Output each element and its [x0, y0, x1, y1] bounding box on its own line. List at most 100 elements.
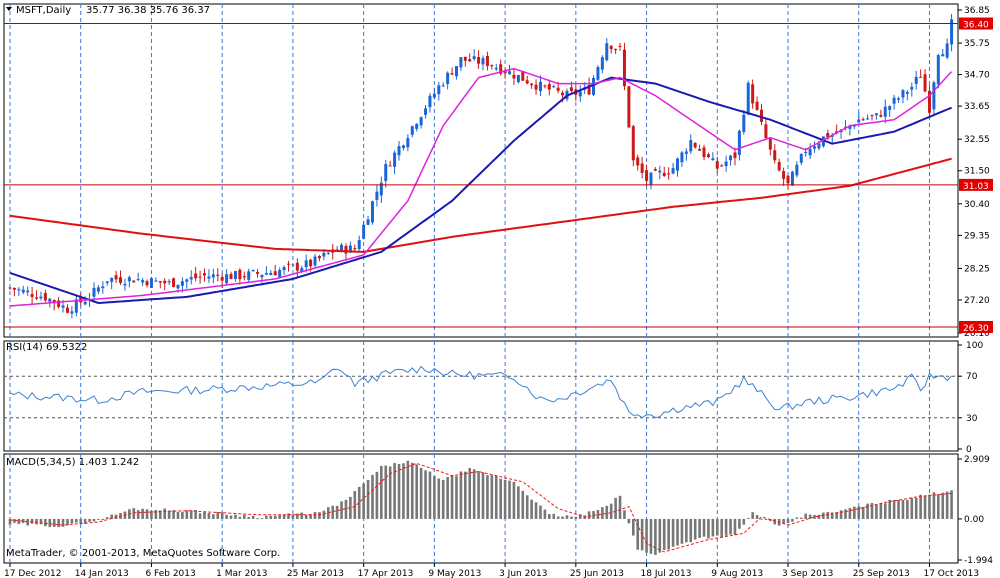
- candle-down: [172, 278, 176, 287]
- macd-bar: [901, 500, 905, 519]
- candle-up: [888, 106, 892, 110]
- rsi-title: RSI(14) 69.5322: [6, 342, 87, 353]
- candle-up: [936, 55, 940, 85]
- macd-bar: [212, 514, 215, 519]
- macd-bar: [605, 505, 609, 519]
- macd-bar: [402, 463, 405, 519]
- candle-down: [256, 271, 260, 274]
- macd-bar: [627, 518, 631, 524]
- macd-bar: [609, 503, 613, 519]
- x-tick-label: 3 Jun 2013: [499, 569, 547, 578]
- macd-bar: [751, 512, 754, 519]
- candle-down: [344, 245, 348, 254]
- macd-bar: [322, 510, 326, 519]
- candle-up: [795, 164, 799, 176]
- macd-bar: [313, 512, 317, 519]
- macd-bar: [932, 492, 936, 519]
- macd-bar: [835, 512, 838, 519]
- macd-bar: [826, 511, 830, 519]
- candle-up: [335, 249, 339, 251]
- candle-down: [561, 92, 565, 96]
- candle-up: [932, 82, 936, 110]
- candle-down: [693, 142, 697, 148]
- macd-bar: [132, 508, 136, 519]
- candle-down: [698, 149, 702, 151]
- macd-title: MACD(5,34,5) 1.403 1.242: [6, 457, 139, 468]
- macd-bar: [234, 514, 237, 519]
- level-label-bg: [959, 320, 993, 333]
- time-axis: 17 Dec 2012 14 Jan 2013 6 Feb 2013 1 Mar 20…: [4, 563, 979, 578]
- candle-down: [569, 87, 573, 91]
- macd-bar: [556, 516, 560, 519]
- candle-up: [180, 281, 184, 286]
- macd-bar: [773, 518, 777, 525]
- macd-bar: [490, 475, 494, 519]
- macd-bar: [813, 514, 816, 519]
- macd-bar: [883, 503, 887, 519]
- candle-up: [247, 271, 251, 280]
- candle-down: [114, 275, 118, 280]
- macd-bar: [198, 513, 202, 519]
- candle-up: [101, 286, 105, 289]
- macd-bar: [853, 506, 856, 519]
- macd-bar: [618, 495, 622, 519]
- candle-up: [357, 239, 361, 250]
- candle-up: [790, 171, 794, 186]
- macd-bar: [424, 470, 427, 519]
- candle-down: [273, 271, 277, 276]
- candle-up: [866, 118, 870, 120]
- candle-up: [304, 260, 308, 268]
- macd-bar: [101, 518, 105, 520]
- macd-bar: [941, 492, 945, 519]
- macd-bar: [857, 506, 861, 519]
- macd-bar: [499, 478, 502, 519]
- macd-bar: [21, 518, 25, 524]
- candle-up: [950, 19, 954, 45]
- macd-bar: [631, 518, 635, 536]
- macd-bar: [150, 510, 153, 519]
- candle-up: [600, 57, 604, 70]
- macd-bar: [945, 491, 949, 519]
- macd-bar: [291, 514, 295, 519]
- candle-up: [680, 152, 684, 163]
- candle-up: [397, 146, 401, 156]
- macd-bar: [578, 514, 582, 519]
- macd-bar: [923, 495, 927, 519]
- macd-bar: [44, 518, 47, 527]
- macd-bar: [707, 518, 710, 539]
- macd-bar: [375, 471, 379, 519]
- candle-up: [211, 274, 215, 278]
- macd-bar: [534, 502, 538, 519]
- macd-bar: [494, 476, 498, 519]
- macd-bar: [702, 518, 706, 537]
- candle-down: [627, 86, 631, 128]
- title-dropdown-icon[interactable]: [6, 7, 12, 11]
- macd-bar: [158, 510, 162, 519]
- macd-bar: [66, 518, 69, 526]
- candle-up: [185, 279, 189, 282]
- macd-bar: [720, 518, 724, 538]
- candle-up: [892, 97, 896, 104]
- macd-bar: [419, 467, 423, 519]
- macd-bar: [596, 509, 600, 519]
- y-tick-label: 70: [966, 372, 978, 382]
- macd-bar: [724, 518, 728, 536]
- macd-bar: [455, 476, 458, 519]
- candle-up: [481, 58, 485, 65]
- x-tick-label: 9 May 2013: [428, 569, 481, 578]
- macd-bar: [848, 507, 852, 519]
- macd-bar: [181, 511, 184, 519]
- macd-bar: [309, 514, 312, 519]
- macd-bar: [791, 518, 794, 522]
- macd-bar: [830, 512, 834, 519]
- candle-up: [711, 158, 715, 161]
- candle-up: [472, 56, 476, 60]
- rsi-frame: [3, 340, 959, 452]
- macd-bar: [203, 511, 206, 519]
- candle-up: [857, 119, 861, 123]
- macd-bar: [242, 514, 246, 519]
- macd-bar: [256, 518, 259, 520]
- macd-bar: [428, 471, 432, 519]
- candle-down: [512, 74, 516, 79]
- candle-up: [282, 267, 286, 271]
